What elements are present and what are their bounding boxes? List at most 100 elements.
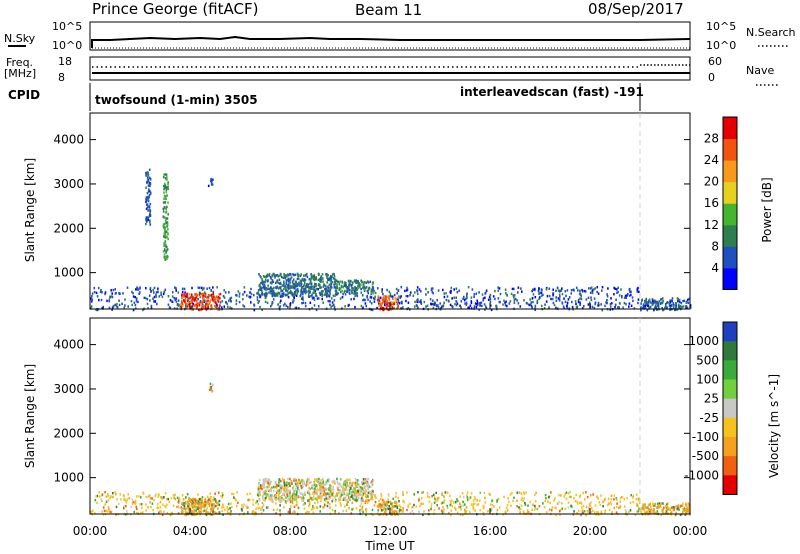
data-cell <box>379 301 381 305</box>
data-cell <box>337 488 339 491</box>
data-cell <box>662 508 665 511</box>
data-cell <box>341 493 344 497</box>
data-cell <box>300 484 302 488</box>
data-cell <box>163 173 165 176</box>
data-cell <box>416 299 418 302</box>
data-cell <box>489 293 492 297</box>
data-cell <box>102 506 105 509</box>
data-cell <box>533 508 536 512</box>
data-cell <box>286 278 289 282</box>
data-cell <box>443 501 445 504</box>
data-cell <box>381 505 384 508</box>
data-cell <box>609 501 612 504</box>
data-cell <box>532 300 534 304</box>
data-cell <box>150 506 152 509</box>
data-cell <box>651 510 653 514</box>
data-cell <box>310 295 312 298</box>
data-cell <box>281 486 284 489</box>
data-cell <box>329 300 331 303</box>
data-cell <box>177 299 180 302</box>
data-cell <box>384 299 386 302</box>
data-cell <box>335 291 338 295</box>
data-cell <box>426 492 429 495</box>
data-cell <box>602 505 604 508</box>
data-cell <box>325 292 328 296</box>
data-cell <box>139 291 141 294</box>
data-cell <box>606 301 608 305</box>
data-cell <box>202 292 205 296</box>
data-cell <box>543 506 546 509</box>
data-cell <box>281 289 284 293</box>
data-cell <box>353 498 355 501</box>
data-cell <box>206 287 208 290</box>
data-cell <box>369 300 371 303</box>
data-cell <box>110 511 113 514</box>
data-cell <box>265 489 267 493</box>
data-cell <box>277 291 280 294</box>
data-cell <box>632 501 635 504</box>
data-cell <box>358 496 360 499</box>
data-cell <box>206 304 208 308</box>
data-cell <box>277 287 280 290</box>
data-cell <box>259 275 261 278</box>
data-cell <box>369 481 372 484</box>
data-cell <box>164 216 166 219</box>
data-cell <box>377 297 380 301</box>
data-cell <box>640 511 643 514</box>
data-cell <box>564 507 567 510</box>
data-cell <box>329 292 331 295</box>
data-cell <box>209 388 211 391</box>
data-cell <box>204 307 207 310</box>
data-cell <box>355 494 357 497</box>
data-cell <box>305 285 307 289</box>
data-cell <box>613 498 615 501</box>
data-cell <box>164 197 167 200</box>
data-cell <box>574 500 577 503</box>
data-cell <box>667 507 669 510</box>
data-cell <box>518 506 520 509</box>
data-cell <box>266 301 269 305</box>
data-cell <box>379 303 382 306</box>
data-cell <box>183 504 186 508</box>
data-cell <box>180 303 182 306</box>
data-cell <box>162 215 165 218</box>
data-cell <box>116 306 119 309</box>
data-cell <box>388 303 391 307</box>
data-cell <box>312 511 315 514</box>
data-cell <box>268 483 270 487</box>
data-cell <box>283 488 285 491</box>
data-cell <box>569 491 571 494</box>
data-cell <box>396 302 399 306</box>
data-cell <box>459 495 461 498</box>
data-cell <box>440 502 443 505</box>
data-cell <box>195 299 198 303</box>
data-cell <box>409 294 411 297</box>
data-cell <box>625 510 628 514</box>
data-cell <box>630 304 633 307</box>
data-cell <box>478 308 480 311</box>
data-cell <box>431 287 434 290</box>
data-cell <box>311 297 314 300</box>
data-cell <box>421 496 423 500</box>
data-cell <box>436 504 438 507</box>
data-cell <box>685 511 688 514</box>
data-cell <box>580 502 583 505</box>
data-cell <box>344 488 346 491</box>
data-cell <box>296 495 299 498</box>
data-cell <box>140 511 142 515</box>
data-cell <box>334 496 336 499</box>
data-cell <box>306 283 308 286</box>
data-cell <box>291 291 293 294</box>
data-cell <box>378 305 380 308</box>
data-cell <box>445 292 447 295</box>
data-cell <box>125 499 127 503</box>
data-cell <box>312 505 314 508</box>
data-cell <box>289 287 291 290</box>
data-cell <box>304 491 306 494</box>
data-cell <box>217 507 219 510</box>
data-cell <box>380 502 382 505</box>
data-cell <box>296 500 298 504</box>
data-cell <box>209 511 212 515</box>
data-cell <box>302 287 305 291</box>
data-cell <box>211 508 213 512</box>
